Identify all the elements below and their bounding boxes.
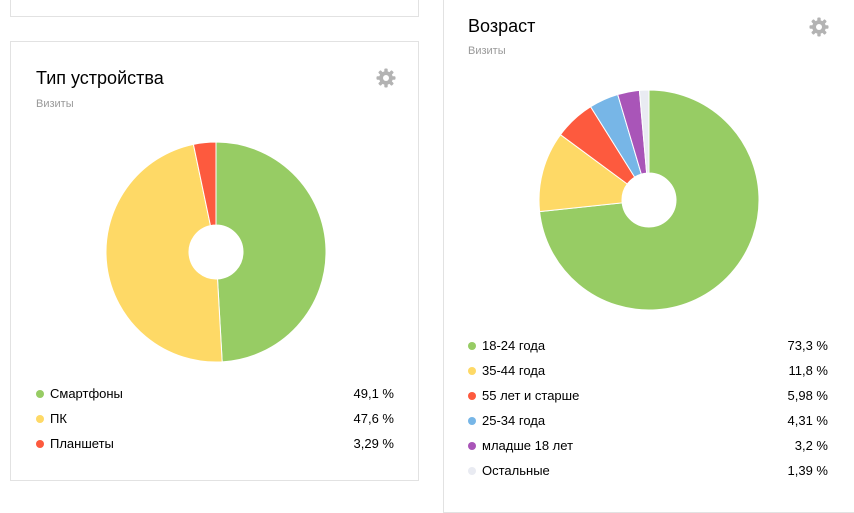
legend-label: 25-34 года: [482, 413, 546, 428]
legend-item-пк[interactable]: ПК 47,6 %: [36, 411, 394, 436]
legend-label: Смартфоны: [50, 386, 123, 401]
legend-dot-icon: [468, 417, 476, 425]
pie-slice-смартфоны[interactable]: [215, 141, 327, 363]
age-legend: 18-24 года 73,3 % 35-44 года 11,8 % 55 лет и…: [468, 338, 828, 488]
legend-dot-icon: [36, 440, 44, 448]
gear-icon[interactable]: [809, 17, 829, 37]
legend-dot-icon: [36, 415, 44, 423]
widget-metric: Визиты: [468, 45, 506, 57]
legend-dot-icon: [468, 442, 476, 450]
legend-dot-icon: [468, 367, 476, 375]
legend-label: младше 18 лет: [482, 438, 574, 453]
gear-icon[interactable]: [376, 68, 396, 88]
legend-dot-icon: [468, 342, 476, 350]
legend-label: 18-24 года: [482, 338, 546, 353]
pie-slice-планшеты[interactable]: [192, 141, 217, 227]
pie-slice-пк[interactable]: [105, 143, 223, 363]
legend-dot-icon: [36, 390, 44, 398]
legend-label: Остальные: [482, 463, 550, 478]
legend-item-18-24-года[interactable]: 18-24 года 73,3 %: [468, 338, 828, 363]
legend-value: 4,31 %: [787, 413, 828, 428]
legend-value: 73,3 %: [787, 338, 828, 353]
legend-label: ПК: [50, 411, 67, 426]
device-type-widget: Тип устройства Визиты Смартфоны 49,1 % ПК 4…: [10, 41, 419, 481]
widget-title: Возраст: [468, 16, 536, 36]
widget-title: Тип устройства: [36, 68, 164, 88]
legend-item-планшеты[interactable]: Планшеты 3,29 %: [36, 436, 394, 461]
legend-value: 1,39 %: [787, 463, 828, 478]
legend-item-смартфоны[interactable]: Смартфоны 49,1 %: [36, 386, 394, 411]
pie-slice-35-44-года[interactable]: [538, 133, 628, 213]
age-widget: Возраст Визиты 18-24 года 73,3 % 35-44 год…: [443, 0, 854, 513]
legend-value: 3,29 %: [353, 436, 394, 451]
legend-value: 3,2 %: [794, 438, 828, 453]
legend-value: 11,8 %: [788, 363, 828, 378]
legend-dot-icon: [468, 467, 476, 475]
device-type-legend: Смартфоны 49,1 % ПК 47,6 % Планшеты 3,29 %: [36, 386, 394, 461]
legend-label: 55 лет и старше: [482, 388, 580, 403]
age-pie-chart: [538, 89, 760, 311]
widget-metric: Визиты: [36, 98, 74, 110]
legend-value: 49,1 %: [353, 386, 394, 401]
legend-item-55-лет-и-старше[interactable]: 55 лет и старше 5,98 %: [468, 388, 828, 413]
legend-item-25-34-года[interactable]: 25-34 года 4,31 %: [468, 413, 828, 438]
legend-label: Планшеты: [50, 436, 114, 451]
pie-slice-остальные[interactable]: [638, 89, 650, 174]
legend-value: 5,98 %: [787, 388, 828, 403]
legend-dot-icon: [468, 392, 476, 400]
pie-slice-18-24-года[interactable]: [539, 89, 760, 311]
widget-card-partial: [10, 0, 419, 17]
legend-item-35-44-года[interactable]: 35-44 года 11,8 %: [468, 363, 828, 388]
legend-label: 35-44 года: [482, 363, 546, 378]
legend-item-остальные[interactable]: Остальные 1,39 %: [468, 463, 828, 488]
legend-item-младше-18-лет[interactable]: младше 18 лет 3,2 %: [468, 438, 828, 463]
device-type-pie-chart: [105, 141, 327, 363]
legend-value: 47,6 %: [353, 411, 394, 426]
